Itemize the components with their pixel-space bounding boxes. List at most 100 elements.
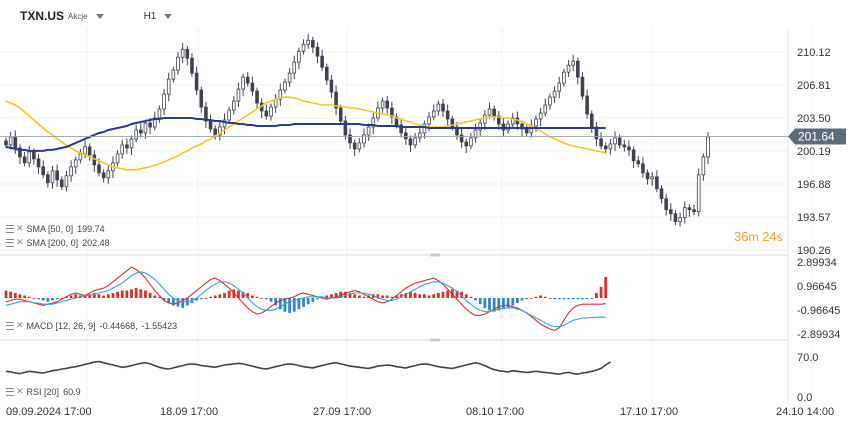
candle [692, 204, 696, 216]
candle-body [69, 166, 73, 177]
candle-body [297, 50, 301, 63]
candle-body [348, 134, 352, 144]
macd-histogram-bar [553, 298, 556, 300]
candle-body [180, 48, 185, 58]
macd-histogram-bar [595, 293, 598, 298]
candle-body [190, 57, 194, 74]
price-tick-label: 190.26 [797, 245, 831, 257]
macd-histogram-bar [176, 298, 180, 307]
candle-body [617, 137, 622, 146]
macd-histogram-bar [209, 296, 212, 298]
macd-histogram-bar [297, 298, 301, 310]
moving-averages [5, 96, 606, 171]
candle-body [134, 129, 138, 140]
macd-histogram-bar [343, 291, 347, 298]
macd-histogram-bar [148, 293, 152, 298]
sma200-legend[interactable]: ✕ SMA [200, 0] 202.48 [6, 237, 110, 248]
candle-body [580, 76, 585, 97]
axis-labels: 201.64 210.12 206.81 203.50 200.19 196.88 193.… [0, 47, 846, 418]
visibility-icon[interactable] [6, 321, 14, 330]
candle-body [129, 138, 134, 149]
candle [366, 123, 371, 141]
candle-body [148, 122, 152, 128]
macd-histogram-bar [162, 298, 166, 301]
macd-histogram-bar [529, 298, 533, 299]
candle [324, 63, 329, 85]
candle-body [487, 108, 492, 116]
timeframe-dropdown-icon[interactable] [164, 13, 173, 19]
candle-body [176, 56, 180, 71]
panel-resize-handle [430, 253, 440, 257]
candle-body [673, 213, 678, 223]
macd-histogram-bar [455, 290, 459, 298]
macd-histogram-bar [278, 298, 282, 310]
candle [264, 104, 269, 120]
macd-histogram-bar [571, 298, 575, 300]
macd-histogram-bar [599, 286, 603, 298]
candle [306, 33, 310, 49]
macd-legend[interactable]: ✕ MACD [12, 26, 9] -0.44668, -1.55423 [6, 320, 177, 331]
macd-histogram-bar [111, 293, 115, 298]
candle [166, 72, 171, 102]
candle-body [552, 90, 557, 98]
candle [338, 104, 343, 125]
macd-histogram-bar [306, 298, 310, 305]
countdown-s-unit: s [776, 230, 783, 244]
candle [473, 123, 478, 143]
current-price-value: 201.64 [798, 130, 835, 144]
symbol-dropdown-icon[interactable] [95, 13, 104, 19]
candle [380, 97, 385, 113]
macd-histogram-bar [288, 298, 291, 313]
candle-body [613, 137, 617, 145]
candle-body [139, 129, 143, 134]
visibility-icon[interactable] [6, 387, 14, 396]
candle [524, 123, 529, 137]
candle-body [394, 116, 399, 126]
macd-line [5, 266, 606, 331]
candle [55, 164, 59, 187]
current-price-tag [788, 128, 846, 145]
remove-icon[interactable]: ✕ [16, 223, 24, 233]
candle-body [292, 61, 297, 74]
macd-panel: 2.89934 0.96645 -0.96645 -2.89934 [4, 257, 840, 341]
macd-histogram-bar [311, 298, 315, 302]
rsi-legend[interactable]: ✕ RSI [20] 60.9 [6, 386, 81, 397]
candle [36, 153, 41, 174]
candle-body [659, 188, 664, 200]
candle [250, 76, 255, 96]
candle [603, 142, 608, 154]
macd-histogram-bar [18, 294, 22, 298]
candle [213, 125, 217, 140]
visibility-icon[interactable] [6, 224, 14, 233]
candle-body [55, 170, 59, 181]
macd-histogram-bar [320, 296, 324, 298]
candle [273, 94, 278, 113]
remove-icon[interactable]: ✕ [16, 237, 24, 247]
candle [27, 145, 32, 168]
sma50-legend[interactable]: ✕ SMA [50, 0] 199.74 [6, 223, 105, 234]
macd-histogram-bar [604, 276, 608, 298]
candle [678, 212, 682, 227]
candle [334, 85, 338, 116]
timeframe-select[interactable]: H1 [143, 10, 157, 22]
remove-icon[interactable]: ✕ [16, 386, 24, 396]
macd-histogram-bar [432, 294, 436, 298]
candle [543, 98, 548, 117]
candle-body [524, 128, 529, 134]
candle-body [311, 39, 315, 48]
countdown-seconds: 24 [762, 229, 777, 244]
macd-histogram-bar [83, 295, 87, 298]
candle [134, 124, 138, 143]
rsi-tick-label: 0.0 [797, 392, 812, 404]
candle [278, 83, 283, 107]
candle-body [8, 136, 13, 146]
visibility-icon[interactable] [6, 238, 14, 247]
macd-histogram-bar [120, 290, 124, 298]
candle [352, 139, 357, 156]
macd-histogram-bar [32, 298, 36, 299]
symbol-name[interactable]: TXN.US [20, 9, 65, 23]
remove-icon[interactable]: ✕ [16, 320, 24, 330]
price-tick-label: 210.12 [797, 47, 831, 59]
candle [287, 68, 292, 87]
